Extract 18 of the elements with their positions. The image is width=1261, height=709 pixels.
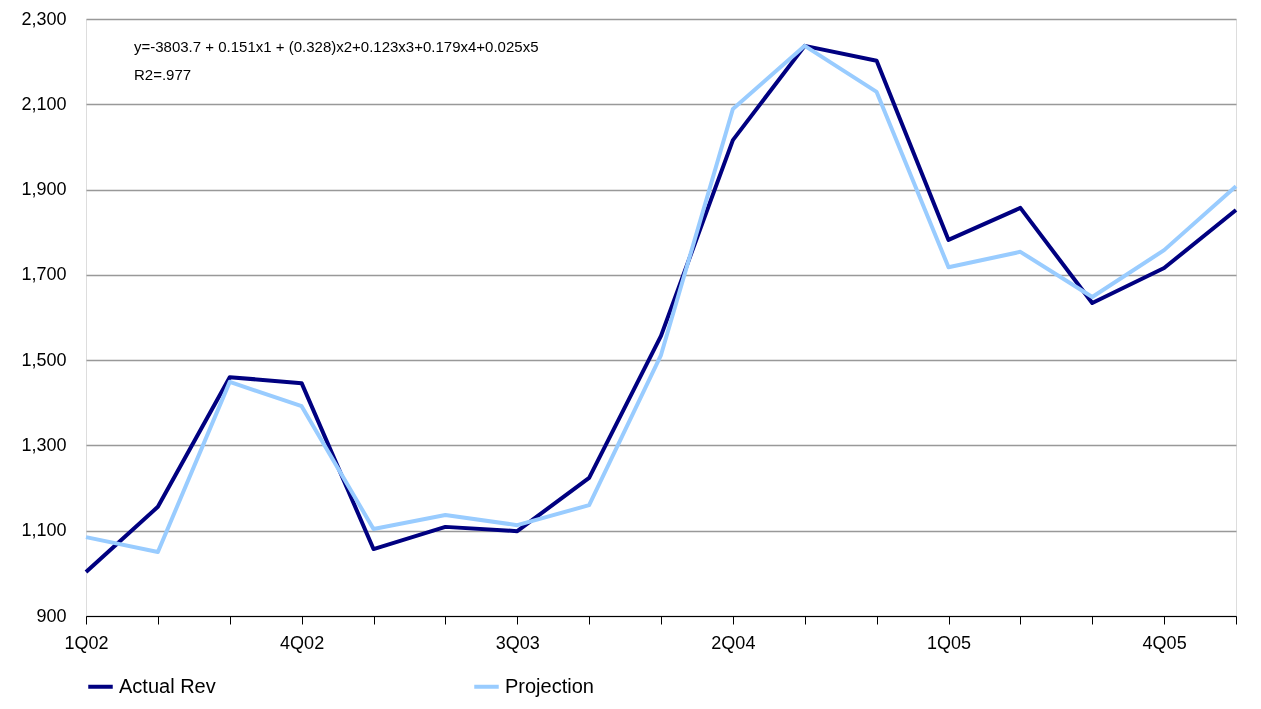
- y-tick-label: 900: [36, 605, 67, 626]
- annotation: y=-3803.7 + 0.151x1 + (0.328)x2+0.123x3+0.179x4+0.025x5: [134, 38, 539, 55]
- x-tick-label: 4Q02: [280, 632, 325, 653]
- y-tick-label: 2,300: [21, 8, 67, 29]
- y-tick-label: 1,500: [21, 349, 67, 370]
- legend-label: Actual Rev: [119, 674, 216, 697]
- y-tick-label: 2,100: [21, 93, 67, 114]
- x-tick-label: 1Q05: [926, 632, 972, 653]
- x-tick-label: 2Q04: [711, 632, 756, 653]
- x-tick-label: 4Q05: [1142, 632, 1187, 653]
- y-tick-label: 1,300: [21, 434, 67, 455]
- y-tick-label: 1,900: [21, 179, 67, 200]
- x-tick-label: 3Q03: [495, 632, 540, 653]
- y-tick-label: 1,700: [21, 264, 67, 285]
- annotation: R2=.977: [134, 66, 192, 83]
- x-tick-label: 1Q02: [64, 632, 109, 653]
- y-tick-label: 1,100: [21, 520, 67, 541]
- legend-label: Projection: [505, 674, 594, 697]
